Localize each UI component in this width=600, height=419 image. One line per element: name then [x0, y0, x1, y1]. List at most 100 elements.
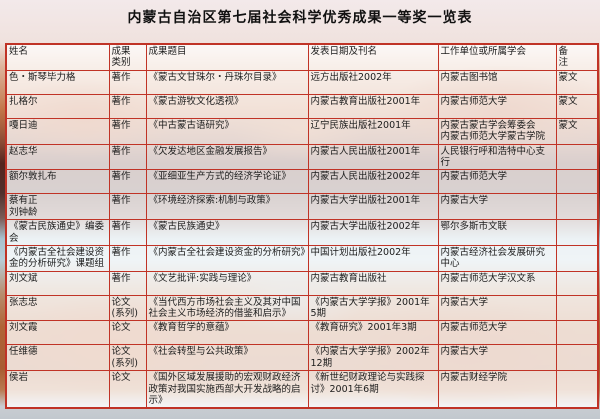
cell-work-unit: 内蒙古师范大学 [437, 93, 557, 119]
cell-work-unit: 内蒙古财经学院 [437, 370, 557, 409]
table-row: 刘文霞 论文 《教育哲学的意蕴》 《教育研究》2001年3期 内蒙古师范大学 [5, 320, 599, 346]
cell-work-unit: 鄂尔多斯市文联 [437, 219, 557, 246]
table-row: 刘文斌 著作 《文艺批评:实践与理论》 内蒙古教育出版社 内蒙古师范大学汉文系 [5, 270, 599, 296]
cell-publication: 《内蒙古大学学报》2002年12期 [307, 344, 439, 372]
cell-work-unit: 内蒙古大学 [437, 294, 557, 322]
cell-category: 著作 [108, 193, 147, 221]
cell-work-title: 《中古蒙古语研究》 [145, 117, 309, 145]
cell-publication: 内蒙古人民出版社2001年 [307, 143, 439, 171]
cell-publication: 内蒙古大学出版社2001年 [307, 193, 439, 221]
cell-category: 论文 (系列) [108, 344, 147, 372]
cell-category: 著作 [108, 117, 147, 145]
table-header-row: 姓名 成果 类别 成果题目 发表日期及刊名 工作单位或所属学会备 注 [5, 43, 599, 71]
cell-note [555, 169, 599, 195]
cell-work-title: 《社会转型与公共政策》 [145, 344, 309, 372]
cell-publication: 《新世纪财政理论与实践探讨》2001年6期 [307, 370, 439, 409]
cell-note: 蒙文 [555, 117, 599, 145]
table-row: 扎格尔 著作 《蒙古游牧文化透视》 内蒙古教育出版社2001年 内蒙古师范大学 蒙文 [5, 93, 599, 119]
cell-work-unit: 内蒙古师范大学 [437, 169, 557, 195]
cell-name: 刘文霞 [5, 320, 110, 346]
cell-work-title: 《环境经济探索:机制与政策》 [145, 193, 309, 221]
cell-name: 色・斯琴毕力格 [5, 69, 110, 95]
cell-work-unit: 内蒙古师范大学汉文系 [437, 270, 557, 296]
cell-category: 著作 [108, 69, 147, 95]
table-row: 张志忠 论文 (系列) 《当代西方市场社会主义及其对中国社会主义市场经济的借鉴和启示… [5, 294, 599, 322]
cell-name: 刘文斌 [5, 270, 110, 296]
cell-work-title: 《亚细亚生产方式的经济学论证》 [145, 169, 309, 195]
cell-note [555, 193, 599, 221]
cell-note: 蒙文 [555, 69, 599, 95]
cell-work-title: 《当代西方市场社会主义及其对中国社会主义市场经济的借鉴和启示》 [145, 294, 309, 322]
cell-work-unit: 内蒙古蒙古学会筹委会 内蒙古师范大学蒙古学院 [437, 117, 557, 145]
cell-name: 额尔敦扎布 [5, 169, 110, 195]
cell-work-unit: 内蒙古大学 [437, 344, 557, 372]
cell-name: 张志忠 [5, 294, 110, 322]
column-header-name: 姓名 [5, 43, 110, 71]
table-body: 色・斯琴毕力格 著作 《蒙古文甘珠尔・丹珠尔目录》 远方出版社2002年 内蒙古图书馆蒙… [5, 69, 599, 409]
cell-name: 赵志华 [5, 143, 110, 171]
cell-category: 论文 (系列) [108, 294, 147, 322]
cell-publication: 内蒙古教育出版社2001年 [307, 93, 439, 119]
table-row: 《蒙古民族通史》编委会 著作 《蒙古民族通史》 内蒙古大学出版社2002年 鄂尔多斯市文… [5, 219, 599, 246]
cell-name: 蔡有正 刘钟龄 [5, 193, 110, 221]
column-header-work-title: 成果题目 [145, 43, 309, 71]
page-title: 内蒙古自治区第七届社会科学优秀成果一等奖一览表 [127, 10, 473, 26]
column-header-publication: 发表日期及刊名 [307, 43, 439, 71]
cell-work-title: 《教育哲学的意蕴》 [145, 320, 309, 346]
cell-work-unit: 内蒙古师范大学 [437, 320, 557, 346]
table-row: 色・斯琴毕力格 著作 《蒙古文甘珠尔・丹珠尔目录》 远方出版社2002年 内蒙古图书馆蒙… [5, 69, 599, 95]
cell-category: 著作 [108, 219, 147, 246]
cell-publication: 中国计划出版社2002年 [307, 244, 439, 272]
table-row: 侯岩 论文 《国外区域发展援助的宏观财政经济政策对我国实施西部大开发战略的启示》 《新… [5, 370, 599, 409]
column-header-category: 成果 类别 [108, 43, 147, 71]
cell-category: 著作 [108, 244, 147, 272]
cell-work-title: 《文艺批评:实践与理论》 [145, 270, 309, 296]
cell-note [555, 344, 599, 372]
table-row: 《内蒙古全社会建设资金的分析研究》课题组 著作 《内蒙古全社会建设资金的分析研究》中… [5, 244, 599, 272]
cell-name: 《蒙古民族通史》编委会 [5, 219, 110, 246]
cell-work-title: 《蒙古民族通史》 [145, 219, 309, 246]
table-row: 赵志华 著作 《欠发达地区金融发展报告》 内蒙古人民出版社2001年 人民银行呼和浩特中… [5, 143, 599, 171]
table-row: 额尔敦扎布 著作 《亚细亚生产方式的经济学论证》 内蒙古人民出版社2002年 内蒙古师范… [5, 169, 599, 195]
table-row: 蔡有正 刘钟龄 著作 《环境经济探索:机制与政策》 内蒙古大学出版社2001年 内蒙古大… [5, 193, 599, 221]
cell-category: 著作 [108, 169, 147, 195]
cell-name: 侯岩 [5, 370, 110, 409]
cell-work-title: 《国外区域发展援助的宏观财政经济政策对我国实施西部大开发战略的启示》 [145, 370, 309, 409]
cell-note [555, 294, 599, 322]
cell-note [555, 219, 599, 246]
cell-work-title: 《蒙古游牧文化透视》 [145, 93, 309, 119]
cell-name: 嘎日迪 [5, 117, 110, 145]
cell-publication: 内蒙古大学出版社2002年 [307, 219, 439, 246]
cell-work-unit: 人民银行呼和浩特中心支行 [437, 143, 557, 171]
cell-category: 著作 [108, 143, 147, 171]
cell-work-title: 《蒙古文甘珠尔・丹珠尔目录》 [145, 69, 309, 95]
award-table: 姓名 成果 类别 成果题目 发表日期及刊名 工作单位或所属学会备 注 色・斯琴毕力格 著作… [5, 43, 599, 410]
cell-note [555, 244, 599, 272]
cell-publication: 《教育研究》2001年3期 [307, 320, 439, 346]
cell-publication: 辽宁民族出版社2001年 [307, 117, 439, 145]
cell-note [555, 143, 599, 171]
cell-work-unit: 内蒙古图书馆 [437, 69, 557, 95]
cell-note [555, 270, 599, 296]
cell-category: 著作 [108, 93, 147, 119]
cell-name: 任维德 [5, 344, 110, 372]
table-row: 任维德 论文 (系列) 《社会转型与公共政策》 《内蒙古大学学报》2002年12期 内蒙… [5, 344, 599, 372]
cell-name: 《内蒙古全社会建设资金的分析研究》课题组 [5, 244, 110, 272]
cell-name: 扎格尔 [5, 93, 110, 119]
cell-work-unit: 内蒙古经济社会发展研究中心 [437, 244, 557, 272]
cell-note [555, 370, 599, 409]
cell-publication: 内蒙古教育出版社 [307, 270, 439, 296]
cell-note [555, 320, 599, 346]
column-header-work-unit: 工作单位或所属学会 [437, 43, 557, 71]
cell-publication: 《内蒙古大学学报》2001年5期 [307, 294, 439, 322]
cell-category: 论文 [108, 320, 147, 346]
cell-work-title: 《内蒙古全社会建设资金的分析研究》 [145, 244, 309, 272]
cell-work-unit: 内蒙古大学 [437, 193, 557, 221]
table-row: 嘎日迪 著作 《中古蒙古语研究》 辽宁民族出版社2001年 内蒙古蒙古学会筹委会 内蒙古… [5, 117, 599, 145]
cell-note: 蒙文 [555, 93, 599, 119]
column-header-note: 备 注 [555, 43, 599, 71]
cell-category: 著作 [108, 270, 147, 296]
cell-category: 论文 [108, 370, 147, 409]
cell-work-title: 《欠发达地区金融发展报告》 [145, 143, 309, 171]
